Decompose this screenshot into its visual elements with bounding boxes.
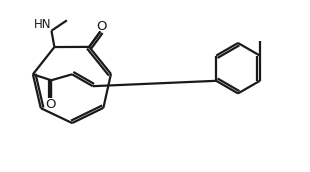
Text: HN: HN bbox=[34, 18, 51, 31]
Text: O: O bbox=[46, 98, 56, 111]
Text: O: O bbox=[97, 20, 107, 33]
